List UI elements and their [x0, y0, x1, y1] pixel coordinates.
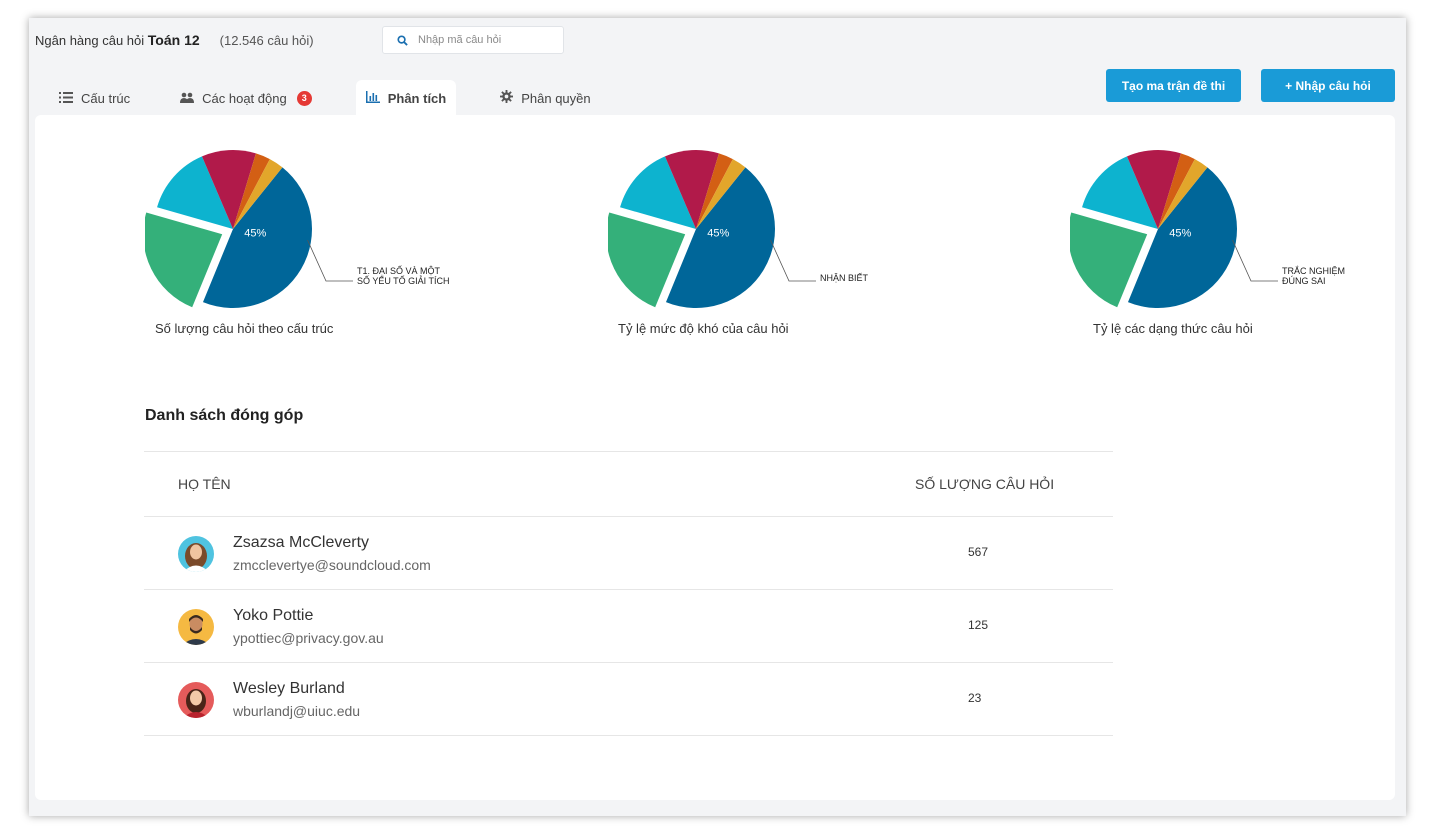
bank-count: (12.546 câu hỏi): [219, 32, 314, 48]
slice-label: 45%: [244, 227, 266, 239]
bank-title: Ngân hàng câu hỏi Toán 12: [35, 32, 200, 48]
callout-label: ĐÚNG SAI: [1282, 276, 1326, 286]
pie-slice[interactable]: [202, 167, 312, 308]
chart-question-format: 45% TRẮC NGHIỆM ĐÚNG SAI Tỷ lệ các dạng th…: [1070, 115, 1430, 355]
notification-badge: 3: [296, 90, 312, 106]
callout-label: T1. ĐẠI SỐ VÀ MỘT: [357, 265, 441, 276]
pie-chart: 45% NHẬN BIẾT: [608, 150, 869, 308]
bar-chart-icon: [365, 90, 380, 106]
pie-slice[interactable]: [201, 150, 256, 229]
analysis-panel: 45% T1. ĐẠI SỐ VÀ MỘT SỐ YẾU TỐ GIẢI TÍCH …: [35, 115, 1395, 800]
contributions-table: HỌ TÊN SỐ LƯỢNG CÂU HỎI Zsazsa McClevert…: [144, 451, 1113, 736]
avatar: [178, 609, 214, 645]
tab-label: Cấu trúc: [81, 90, 131, 106]
table-row[interactable]: Zsazsa McCleverty zmcclevertye@soundclou…: [144, 517, 1113, 590]
question-count: 125: [968, 618, 989, 632]
tab-analysis[interactable]: Phân tích: [355, 80, 457, 116]
pie-slice[interactable]: [1127, 167, 1237, 308]
pie-slice[interactable]: [664, 150, 719, 229]
slice-label: 45%: [707, 227, 729, 239]
pie-slice[interactable]: [620, 156, 696, 229]
column-name-header: HỌ TÊN: [178, 476, 231, 492]
tab-structure[interactable]: Cấu trúc: [59, 80, 130, 116]
question-count: 23: [968, 691, 982, 705]
user-email: zmcclevertye@soundcloud.com: [233, 557, 431, 573]
callout-line: [770, 239, 816, 282]
user-email: wburlandj@uiuc.edu: [233, 703, 361, 719]
tab-label: Các hoạt động: [202, 90, 287, 106]
table-row[interactable]: Wesley Burland wburlandj@uiuc.edu 23: [144, 663, 1113, 736]
pie-slice[interactable]: [1126, 150, 1181, 229]
contributions-title: Danh sách đóng góp: [145, 407, 304, 424]
chart-title: Tỷ lệ các dạng thức câu hỏi: [1093, 321, 1253, 336]
tab-bar: Cấu trúc Các hoạt động 3 Phân tích Phân …: [59, 80, 641, 116]
pie-slice[interactable]: [1070, 212, 1148, 308]
pie-slice[interactable]: [1082, 156, 1158, 229]
callout-label: TRẮC NGHIỆM: [1282, 266, 1345, 276]
callout-line: [307, 239, 353, 282]
pie-slice[interactable]: [145, 212, 223, 308]
bank-header: Ngân hàng câu hỏi Toán 12 (12.546 câu hỏ…: [35, 32, 314, 48]
user-email: ypottiec@privacy.gov.au: [233, 630, 384, 646]
avatar: [178, 536, 214, 572]
avatar: [178, 682, 214, 718]
pie-slice[interactable]: [1158, 159, 1208, 229]
user-name: Wesley Burland: [233, 680, 345, 697]
callout-label: NHẬN BIẾT: [820, 273, 869, 283]
tab-activities[interactable]: Các hoạt động 3: [180, 80, 312, 116]
user-name: Yoko Pottie: [233, 607, 314, 624]
import-questions-button[interactable]: + Nhập câu hỏi: [1261, 69, 1395, 102]
callout-label: SỐ YẾU TỐ GIẢI TÍCH: [357, 275, 450, 286]
table-header: HỌ TÊN SỐ LƯỢNG CÂU HỎI: [144, 451, 1113, 517]
gear-icon: [500, 90, 514, 106]
create-exam-matrix-button[interactable]: Tạo ma trận đề thi: [1106, 69, 1241, 102]
pie-slice[interactable]: [233, 153, 270, 229]
search-box[interactable]: [382, 26, 564, 54]
search-icon: [397, 34, 408, 46]
column-count-header: SỐ LƯỢNG CÂU HỎI: [915, 476, 1055, 492]
list-icon: [59, 91, 73, 106]
pie-slice[interactable]: [696, 153, 733, 229]
pie-slice[interactable]: [608, 212, 686, 308]
bank-subject: Toán 12: [147, 32, 200, 48]
tab-permissions[interactable]: Phân quyền: [500, 80, 591, 116]
pie-slice[interactable]: [696, 159, 746, 229]
pie-slice[interactable]: [233, 159, 283, 229]
pie-slice[interactable]: [665, 167, 775, 308]
question-count: 567: [968, 545, 989, 559]
tab-label: Phân quyền: [521, 90, 591, 106]
app-window: Ngân hàng câu hỏi Toán 12 (12.546 câu hỏ…: [29, 18, 1406, 816]
pie-slice[interactable]: [1158, 153, 1195, 229]
user-name: Zsazsa McCleverty: [233, 534, 370, 551]
users-icon: [180, 91, 195, 106]
chart-title: Tỷ lệ mức độ khó của câu hỏi: [618, 321, 789, 336]
chart-difficulty: 45% NHẬN BIẾT Tỷ lệ mức độ khó của câu hỏ…: [608, 115, 968, 355]
tab-label: Phân tích: [387, 90, 447, 106]
search-input[interactable]: [416, 33, 560, 47]
callout-line: [1232, 239, 1278, 282]
pie-slice[interactable]: [157, 156, 233, 229]
table-row[interactable]: Yoko Pottie ypottiec@privacy.gov.au 125: [144, 590, 1113, 663]
chart-title: Số lượng câu hỏi theo cấu trúc: [155, 321, 334, 336]
chart-structure: 45% T1. ĐẠI SỐ VÀ MỘT SỐ YẾU TỐ GIẢI TÍCH …: [145, 115, 505, 355]
slice-label: 45%: [1169, 227, 1191, 239]
